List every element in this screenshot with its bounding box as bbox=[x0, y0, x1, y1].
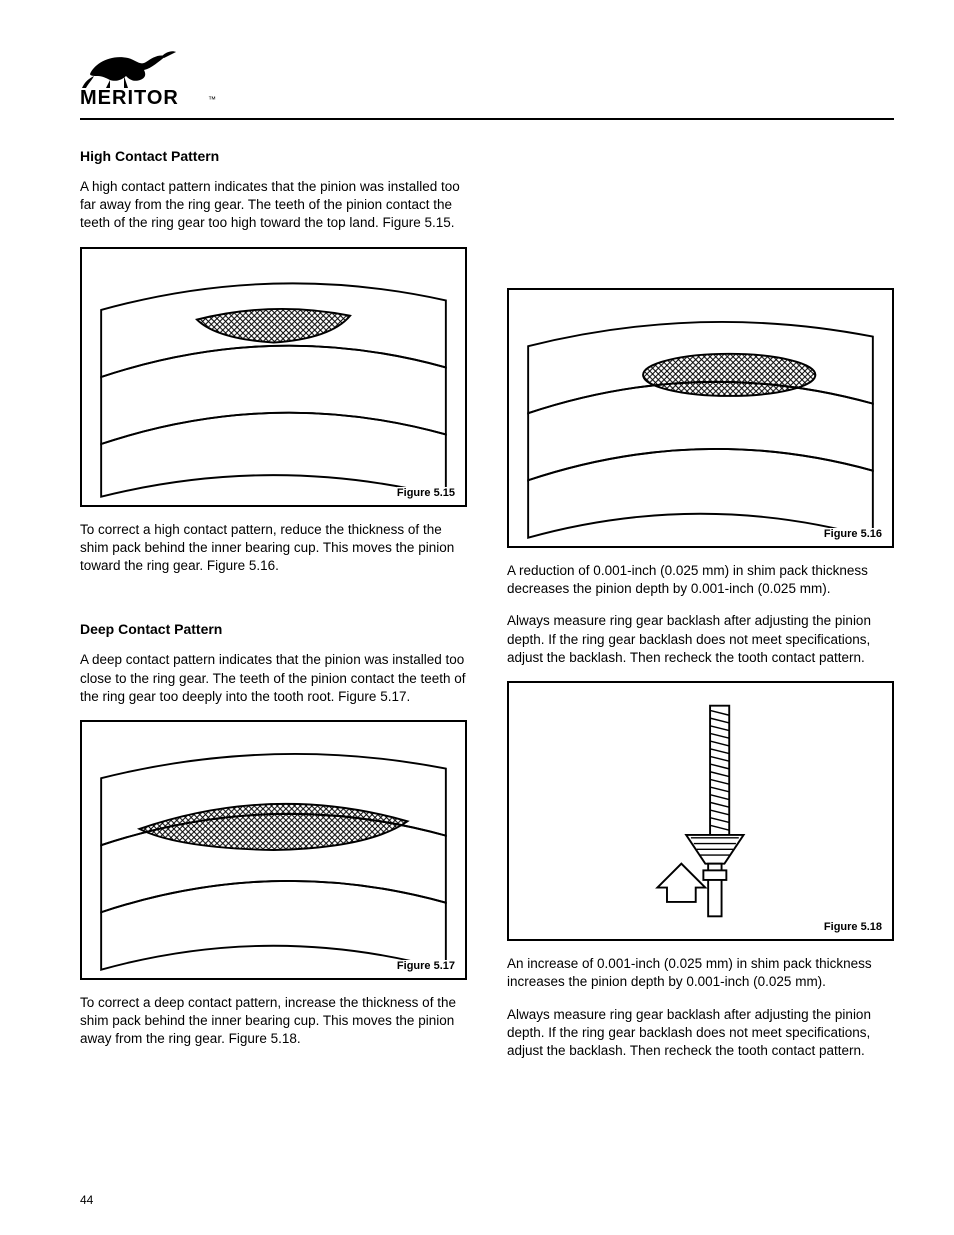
figure-5-16-label: Figure 5.16 bbox=[824, 528, 882, 540]
r2-p1: An increase of 0.001-inch (0.025 mm) in … bbox=[507, 955, 894, 991]
svg-text:™: ™ bbox=[208, 95, 216, 104]
figure-5-18: Figure 5.18 bbox=[507, 681, 894, 941]
deep-contact-title: Deep Contact Pattern bbox=[80, 621, 467, 637]
page-number: 44 bbox=[80, 1193, 93, 1207]
figure-5-15: Figure 5.15 bbox=[80, 247, 467, 507]
r1-p1: A reduction of 0.001-inch (0.025 mm) in … bbox=[507, 562, 894, 598]
left-column: High Contact Pattern A high contact patt… bbox=[80, 148, 467, 1074]
figure-5-17: Figure 5.17 bbox=[80, 720, 467, 980]
svg-text:MERITOR: MERITOR bbox=[80, 87, 179, 109]
high-contact-p2: To correct a high contact pattern, reduc… bbox=[80, 521, 467, 576]
figure-5-18-label: Figure 5.18 bbox=[824, 921, 882, 933]
header-rule bbox=[80, 118, 894, 120]
figure-5-16: Figure 5.16 bbox=[507, 288, 894, 548]
high-contact-p1: A high contact pattern indicates that th… bbox=[80, 178, 467, 233]
r2-p2: Always measure ring gear backlash after … bbox=[507, 1006, 894, 1061]
high-contact-title: High Contact Pattern bbox=[80, 148, 467, 164]
deep-contact-p1: A deep contact pattern indicates that th… bbox=[80, 651, 467, 706]
figure-5-15-label: Figure 5.15 bbox=[397, 487, 455, 499]
figure-5-17-label: Figure 5.17 bbox=[397, 960, 455, 972]
right-column: Figure 5.16 A reduction of 0.001-inch (0… bbox=[507, 148, 894, 1074]
content-columns: High Contact Pattern A high contact patt… bbox=[80, 148, 894, 1074]
r1-p2: Always measure ring gear backlash after … bbox=[507, 612, 894, 667]
deep-contact-p2: To correct a deep contact pattern, incre… bbox=[80, 994, 467, 1049]
brand-logo: MERITOR ™ bbox=[80, 40, 894, 110]
